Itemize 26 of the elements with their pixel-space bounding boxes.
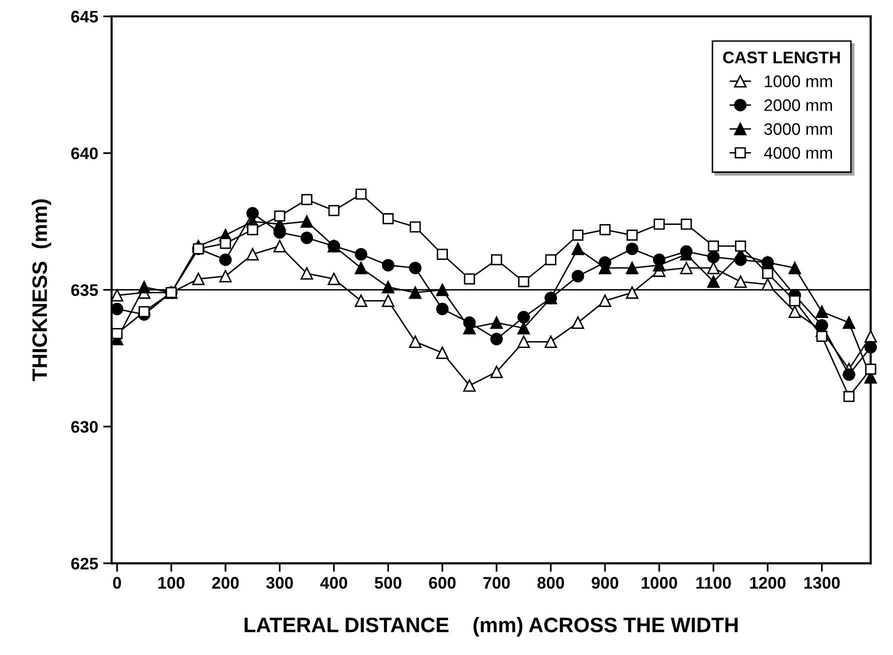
- x-tick-label: 0: [113, 576, 121, 589]
- x-tick-label: 700: [483, 576, 510, 589]
- x-tick-label: 300: [266, 576, 293, 589]
- x-tick-label: 500: [374, 576, 402, 589]
- x-tick-label: 1000: [642, 576, 678, 589]
- x-tick-label: 900: [592, 576, 618, 589]
- x-tick-label: 1200: [750, 576, 786, 589]
- x-tick-label: 400: [320, 576, 348, 589]
- y-tick-label: 625: [71, 558, 98, 570]
- x-tick-label: 600: [429, 576, 456, 589]
- legend-label: 2000 mm: [764, 99, 832, 112]
- legend-label: 1000 mm: [764, 75, 832, 88]
- x-tick-label: 100: [158, 576, 184, 589]
- y-axis-title: THICKNESS (mm): [32, 199, 52, 382]
- legend-title: CAST LENGTH: [723, 52, 840, 64]
- y-tick-label: 640: [71, 148, 98, 160]
- y-tick-label: 635: [71, 284, 98, 296]
- y-tick-label: 630: [71, 420, 98, 433]
- x-tick-label: 800: [537, 576, 564, 589]
- x-tick-label: 1100: [696, 576, 731, 589]
- x-tick-label: 1300: [804, 576, 840, 589]
- legend-label: 3000 mm: [764, 123, 832, 135]
- y-tick-label: 645: [71, 10, 98, 23]
- legend-label: 4000 mm: [764, 147, 832, 159]
- x-tick-label: 200: [212, 576, 239, 589]
- x-axis-title: LATERAL DISTANCE (mm) ACROSS THE WIDTH: [244, 617, 738, 636]
